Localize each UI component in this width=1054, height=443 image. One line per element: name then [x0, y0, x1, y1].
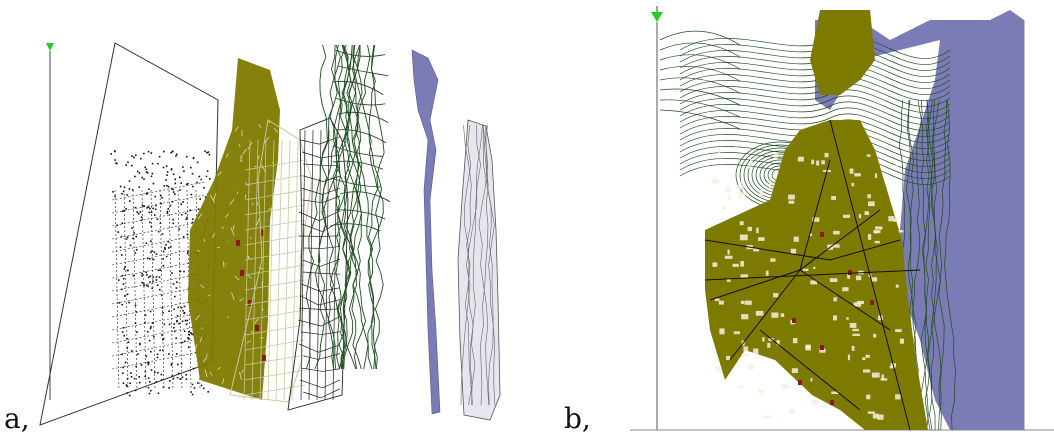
panel-a-label: a,: [4, 402, 30, 435]
layer-buildings: [188, 58, 280, 400]
buildings-layer: [705, 10, 928, 430]
water-layer: [815, 10, 1024, 430]
panel-b-top-view: b,: [530, 0, 1054, 443]
exploded-layers-figure: [39, 42, 501, 426]
layer-contours: [305, 44, 391, 370]
layer-boundaries: [457, 119, 501, 421]
layer-water: [411, 49, 441, 415]
axis-marker-icon: [46, 43, 54, 400]
layer-street-grid: [229, 119, 313, 403]
roads-layer: [704, 119, 921, 431]
panel-b-label: b,: [564, 402, 591, 435]
panel-a-exploded-layers: a,: [4, 42, 501, 435]
overlay-map-figure: [630, 6, 1054, 431]
axis-marker-icon: [651, 6, 663, 430]
